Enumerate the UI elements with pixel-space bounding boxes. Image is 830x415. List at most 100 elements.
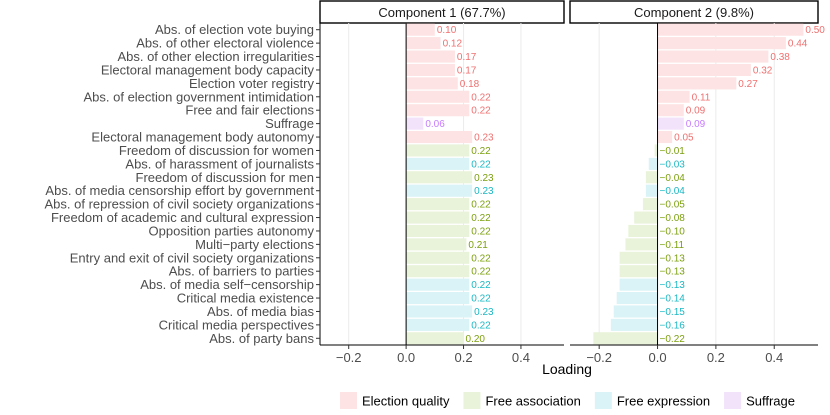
data-label: −0.01 [660, 146, 686, 157]
bar [657, 131, 673, 144]
data-label: 0.17 [457, 52, 477, 63]
bar [406, 332, 464, 345]
category-label: Abs. of party bans [209, 331, 314, 346]
category-label: Abs. of election vote buying [155, 22, 314, 37]
legend-item: Free association [463, 392, 581, 409]
panel-strip [569, 0, 819, 24]
category-label: Freedom of discussion for men [136, 170, 314, 185]
category-label: Abs. of repression of civil society orga… [44, 197, 314, 212]
bar [406, 50, 455, 63]
category-label: Free and fair elections [185, 103, 314, 118]
data-label: 0.22 [471, 226, 491, 237]
data-label: 0.22 [471, 213, 491, 224]
data-label: 0.06 [425, 119, 445, 130]
data-label: 0.11 [692, 92, 711, 103]
legend-label: Free expression [617, 394, 710, 409]
bar [625, 238, 658, 251]
x-tick-label: 0.0 [397, 350, 415, 365]
bar [406, 211, 470, 224]
category-label: Opposition parties autonomy [149, 223, 315, 238]
panel-2: Component 2 (9.8%) 0.50 0.44 0.38 0.32 0.27 0.… [569, 0, 825, 365]
bar [406, 184, 473, 197]
data-label: 0.27 [738, 79, 758, 90]
panel-title: Component 2 (9.8%) [634, 5, 754, 20]
bar [406, 198, 470, 211]
x-tick-label: −0.2 [336, 350, 362, 365]
data-label: 0.12 [443, 39, 463, 50]
bar [619, 278, 658, 291]
bar [406, 37, 441, 50]
category-label: Abs. of election government intimidation [83, 89, 314, 104]
data-label: 0.32 [753, 65, 773, 76]
bar [645, 184, 658, 197]
data-label: 0.22 [471, 280, 491, 291]
category-label: Freedom of academic and cultural express… [51, 210, 314, 225]
legend-label: Suffrage [746, 394, 795, 409]
data-label: −0.04 [660, 186, 686, 197]
category-label: Election voter registry [189, 76, 314, 91]
data-label: 0.22 [471, 253, 491, 264]
bar [406, 251, 470, 264]
bar [406, 104, 470, 117]
category-label: Abs. of media self−censorship [140, 277, 314, 292]
data-label: 0.23 [474, 186, 494, 197]
data-label: −0.10 [660, 226, 686, 237]
bar [657, 37, 786, 50]
data-label: 0.09 [686, 106, 706, 117]
bar [654, 144, 658, 157]
bar [657, 77, 737, 90]
data-label: −0.14 [660, 294, 686, 305]
category-label: Freedom of discussion for women [119, 143, 314, 158]
panel-strip [319, 0, 565, 24]
data-label: 0.10 [437, 25, 457, 36]
bar [642, 198, 658, 211]
legend: Election quality Free association Free exp… [340, 392, 795, 409]
panel-1: Component 1 (67.7%) 0.10 0.12 0.17 0.17 0.18 0… [319, 0, 565, 365]
data-label: 0.05 [674, 133, 694, 144]
category-label: Multi−party elections [195, 237, 314, 252]
bar [619, 265, 658, 278]
legend-item: Suffrage [724, 392, 795, 409]
data-label: 0.22 [471, 159, 491, 170]
data-label: −0.13 [660, 267, 686, 278]
x-tick-label: −0.2 [586, 350, 612, 365]
category-label: Abs. of barriers to parties [169, 264, 315, 279]
bar [613, 305, 658, 318]
bar [406, 265, 470, 278]
data-label: 0.22 [471, 200, 491, 211]
category-label: Electoral management body capacity [101, 62, 315, 77]
category-label: Electoral management body autonomy [91, 130, 314, 145]
category-label: Entry and exit of civil society organiza… [70, 250, 315, 265]
bar [610, 318, 658, 331]
category-label: Abs. of media censorship effort by gover… [45, 183, 314, 198]
category-label: Critical media existence [177, 291, 314, 306]
data-label: 0.22 [471, 267, 491, 278]
bar [406, 318, 470, 331]
bar [406, 63, 455, 76]
category-label: Abs. of harassment of journalists [125, 156, 314, 171]
bar [406, 224, 470, 237]
data-label: −0.13 [660, 253, 686, 264]
data-label: −0.08 [660, 213, 686, 224]
data-label: 0.23 [474, 307, 494, 318]
bar [648, 157, 658, 170]
data-label: 0.22 [471, 294, 491, 305]
data-label: 0.22 [471, 320, 491, 331]
category-label: Critical media perspectives [159, 317, 315, 332]
data-label: −0.13 [660, 280, 686, 291]
data-label: 0.22 [471, 92, 491, 103]
data-label: 0.22 [471, 146, 491, 157]
bar [406, 157, 470, 170]
bar [406, 171, 473, 184]
bar [406, 144, 470, 157]
x-tick-label: 0.2 [454, 350, 472, 365]
data-label: 0.09 [686, 119, 706, 130]
bar [406, 292, 470, 305]
bar [634, 211, 658, 224]
data-label: −0.11 [660, 240, 685, 251]
legend-swatch [724, 392, 742, 409]
bar [628, 224, 658, 237]
bar [406, 305, 473, 318]
